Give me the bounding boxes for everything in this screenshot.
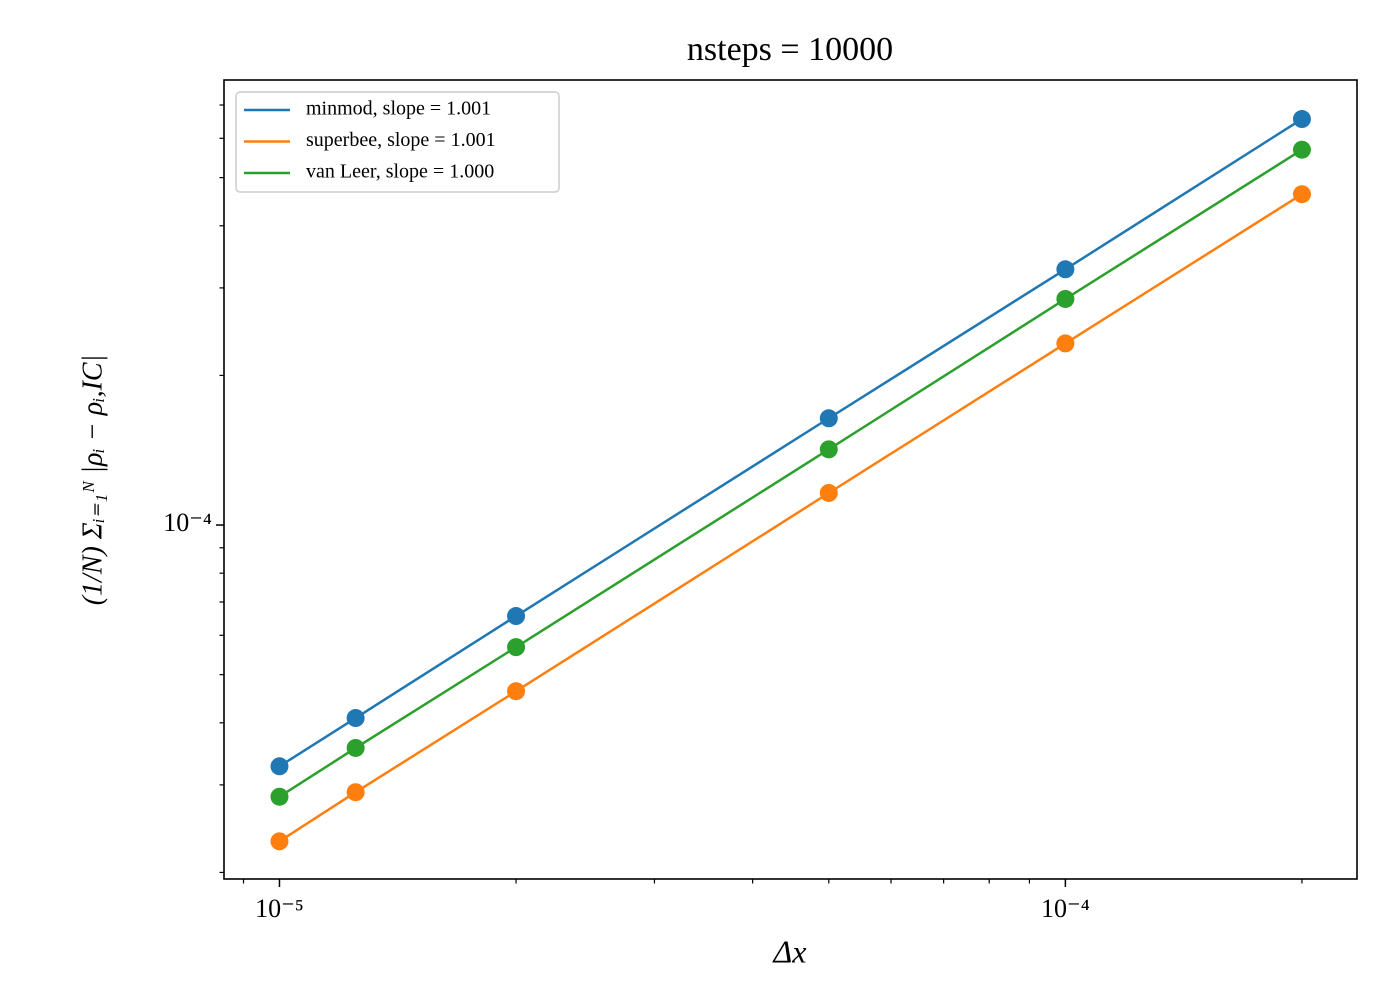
data-point — [270, 787, 289, 806]
data-point — [1292, 110, 1311, 129]
data-point — [507, 607, 526, 626]
y-tick-label: 10⁻⁴ — [163, 508, 212, 537]
series-line — [278, 193, 1303, 843]
series-line — [278, 117, 1303, 768]
data-point — [819, 409, 838, 428]
data-point — [507, 638, 526, 657]
data-point — [1056, 289, 1075, 308]
data-point — [1056, 260, 1075, 279]
y-axis-label: (1/N) Σᵢ₌₁ᴺ |ρᵢ − ρᵢ,IC| — [77, 355, 108, 606]
data-point — [346, 709, 365, 728]
chart-title: nsteps = 10000 — [687, 31, 893, 68]
data-point — [819, 483, 838, 502]
x-tick-label: 10⁻⁴ — [1041, 894, 1090, 923]
x-axis-label: Δx — [772, 933, 807, 969]
data-point — [1056, 334, 1075, 353]
legend: minmod, slope = 1.001 superbee, slope = 1… — [235, 91, 560, 193]
data-point — [270, 757, 289, 776]
x-tick-label: 10⁻⁵ — [255, 894, 304, 923]
data-point — [346, 783, 365, 802]
plot-frame — [223, 79, 1358, 880]
data-point — [346, 738, 365, 757]
legend-box — [235, 91, 560, 193]
data-point — [1292, 185, 1311, 204]
data-point — [819, 440, 838, 459]
legend-label: van Leer, slope = 1.000 — [306, 161, 494, 183]
data-point — [507, 682, 526, 701]
legend-label: superbee, slope = 1.001 — [306, 129, 496, 151]
series-line — [278, 148, 1303, 798]
legend-label: minmod, slope = 1.001 — [306, 98, 491, 120]
data-point — [270, 832, 289, 851]
data-point — [1292, 140, 1311, 159]
